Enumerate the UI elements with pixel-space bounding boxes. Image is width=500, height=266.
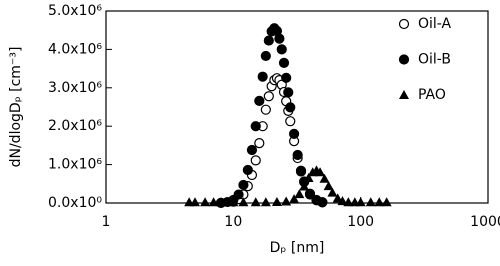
y-tick-label: 4.0x10⁶: [48, 41, 102, 57]
y-tick-label: 1.0x10⁶: [48, 157, 102, 173]
data-point: [315, 167, 326, 177]
y-tick-label: 5.0x10⁶: [48, 3, 102, 19]
data-point: [343, 197, 354, 207]
data-point: [238, 179, 249, 191]
data-point: [289, 194, 300, 204]
x-tick-label: 100: [347, 214, 374, 230]
data-point: [278, 57, 290, 68]
data-point: [260, 104, 271, 115]
y-tick-label: 2.0x10⁶: [48, 118, 102, 134]
data-point: [228, 197, 239, 207]
x-tick-label: 1: [102, 214, 111, 230]
data-point: [250, 121, 261, 132]
data-point: [208, 197, 219, 207]
data-point: [200, 197, 211, 207]
data-point: [292, 149, 303, 161]
data-point: [288, 128, 300, 139]
data-point: [365, 197, 376, 207]
data-point: [323, 181, 334, 191]
data-point: [299, 181, 310, 191]
x-tick-label: 10: [224, 214, 242, 230]
data-point: [295, 165, 307, 176]
data-point: [285, 102, 296, 113]
data-point: [257, 71, 268, 82]
data-point: [381, 197, 392, 207]
data-point: [374, 197, 385, 207]
data-point: [304, 189, 316, 200]
data-point: [337, 196, 348, 206]
legend-label: Oil-A: [418, 16, 452, 32]
data-point: [263, 91, 274, 102]
legend-marker: [398, 18, 410, 30]
x-tick-label: 1000: [470, 214, 500, 230]
data-point: [190, 197, 201, 207]
data-point: [319, 173, 330, 183]
data-point: [294, 189, 305, 199]
data-point: [271, 197, 282, 207]
legend-label: PAO: [418, 87, 446, 103]
data-point: [260, 50, 271, 62]
data-point: [281, 196, 292, 206]
data-point: [274, 33, 285, 44]
data-point: [285, 116, 296, 127]
data-point: [263, 35, 274, 46]
legend-marker: [398, 54, 410, 65]
data-point: [332, 193, 343, 203]
data-point: [276, 44, 287, 55]
x-axis-title: Dₚ [nm]: [270, 240, 325, 256]
data-point: [215, 197, 226, 207]
data-point: [254, 137, 265, 149]
data-point: [250, 155, 261, 166]
legend-label: Oil-B: [418, 52, 451, 68]
y-tick-label: 3.0x10⁶: [48, 80, 102, 96]
data-point: [250, 197, 261, 207]
data-point: [327, 187, 338, 197]
data-point: [281, 72, 292, 83]
legend-marker: [399, 90, 409, 99]
data-point: [233, 189, 244, 200]
data-point: [254, 95, 265, 106]
y-axis-title: dN/dlogDₚ [cm⁻³]: [8, 47, 24, 168]
data-point: [303, 173, 314, 183]
data-point: [355, 197, 366, 207]
data-point: [317, 197, 328, 208]
data-point: [246, 144, 258, 156]
data-point: [242, 164, 253, 176]
y-tick-label: 0.0x10⁰: [48, 195, 102, 211]
data-point: [238, 197, 249, 207]
data-point: [283, 87, 294, 98]
data-point: [260, 197, 271, 207]
